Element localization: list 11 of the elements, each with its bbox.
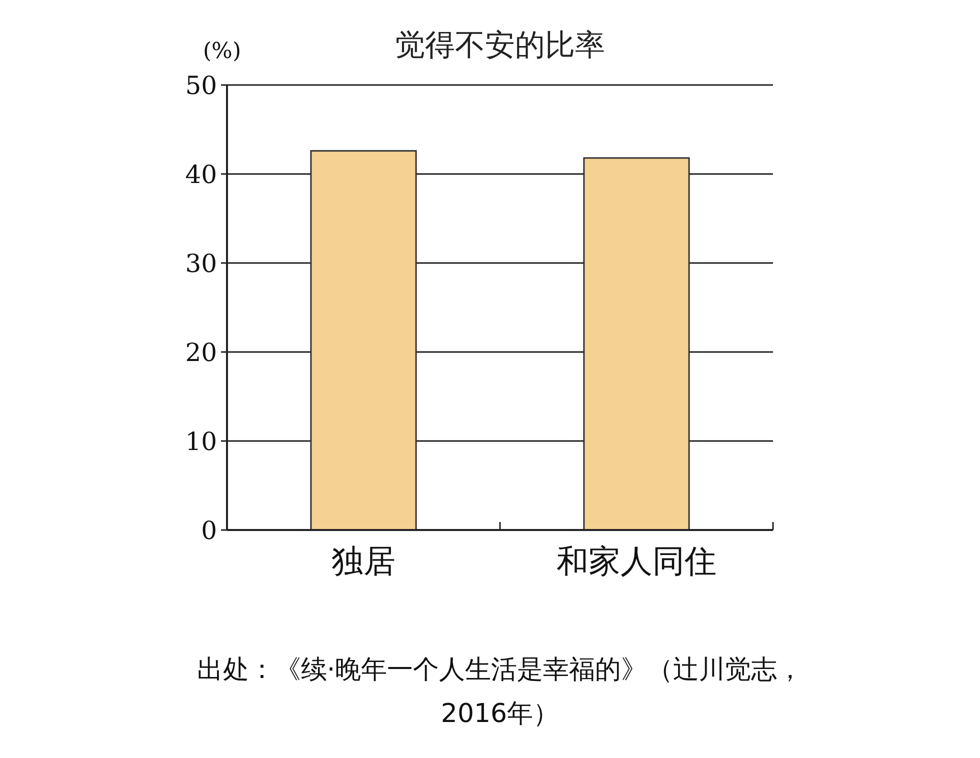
- x-tick-label: 独居: [332, 542, 396, 580]
- y-axis-title: (%): [202, 39, 242, 64]
- y-tick-label: 20: [185, 338, 217, 367]
- y-tick-label: 50: [185, 71, 217, 100]
- y-tick-label: 10: [185, 427, 217, 456]
- text: 出处：《续·晚年一个人生活是幸福的》（辻川觉志，2016年）: [196, 654, 804, 731]
- x-tick-label: 和家人同住: [556, 542, 716, 580]
- y-tick-label: 30: [185, 249, 217, 278]
- y-tick-label: 40: [185, 160, 217, 189]
- y-tick-label: 0: [201, 516, 217, 545]
- chart-title: 觉得不安的比率: [395, 28, 605, 63]
